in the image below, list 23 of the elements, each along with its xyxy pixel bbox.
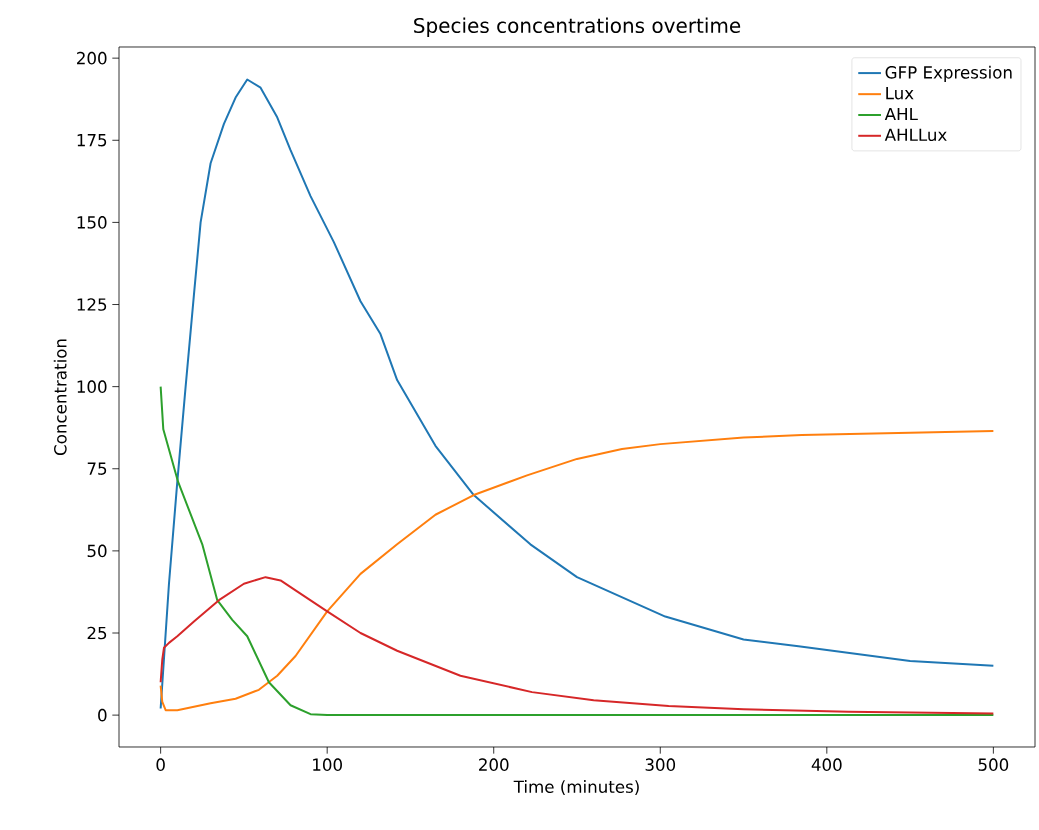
x-tick-label: 0 xyxy=(156,758,165,771)
y-tick-label: 175 xyxy=(77,134,107,147)
y-tick-label: 25 xyxy=(87,626,107,640)
x-axis-title: Time (minutes) xyxy=(513,780,639,795)
x-tick-label: 300 xyxy=(645,758,676,771)
y-tick-label: 150 xyxy=(77,216,107,229)
y-tick-label: 100 xyxy=(77,380,107,393)
legend-label: GFP Expression xyxy=(885,65,1012,82)
x-tick-label: 500 xyxy=(978,758,1009,771)
y-tick-label: 125 xyxy=(77,298,107,311)
y-tick-label: 200 xyxy=(77,51,107,65)
y-axis-title: Concentration xyxy=(53,339,67,455)
line-series xyxy=(159,576,995,715)
x-tick-label: 200 xyxy=(479,758,509,771)
y-tick-label: 75 xyxy=(87,462,107,475)
x-tick-label: 400 xyxy=(811,758,842,771)
y-tick-label: 0 xyxy=(98,708,107,722)
legend-label: AHLLux xyxy=(884,128,947,142)
legend-label: AHL xyxy=(884,107,918,121)
y-tick-label: 50 xyxy=(87,544,107,558)
legend-label: Lux xyxy=(886,87,914,100)
x-tick-label: 100 xyxy=(313,758,342,771)
chart-title: Species concentrations overtime xyxy=(414,17,741,37)
